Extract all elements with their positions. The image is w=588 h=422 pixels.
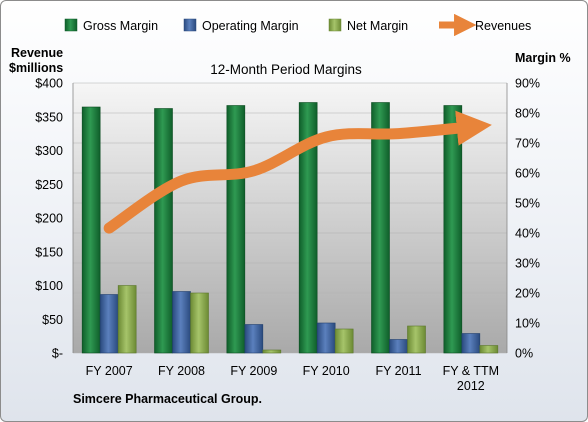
right-axis-title: Margin %: [515, 51, 571, 65]
legend-item-net-margin: Net Margin: [328, 18, 408, 33]
legend-label-revenues: Revenues: [475, 19, 531, 33]
bars: [81, 102, 499, 354]
left-tick-label: $300: [35, 144, 63, 158]
gross-margin-bar: [443, 105, 463, 354]
legend: Gross Margin Operating Margin Net Margin…: [64, 13, 531, 37]
legend-item-revenues: Revenues: [439, 13, 531, 37]
operating-margin-bar: [244, 324, 264, 354]
right-tick-label: 90%: [515, 77, 540, 91]
legend-swatch-net-margin: [328, 18, 342, 32]
operating-margin-bar: [172, 291, 191, 354]
right-tick-label: 10%: [515, 317, 540, 331]
x-tick-label: FY 2010: [303, 364, 350, 378]
left-tick-label: $250: [35, 178, 63, 192]
plot-area: [73, 83, 507, 353]
left-axis-title-line1: Revenue: [11, 46, 63, 60]
right-tick-label: 50%: [515, 197, 540, 211]
legend-label-operating-margin: Operating Margin: [202, 19, 299, 33]
net-margin-bar: [407, 325, 426, 354]
net-margin-bar: [262, 349, 282, 354]
left-tick-label: $400: [35, 77, 63, 91]
legend-item-operating-margin: Operating Margin: [183, 18, 299, 33]
left-tick-label: $100: [35, 279, 63, 293]
gross-margin-bar: [81, 106, 101, 354]
legend-swatch-operating-margin: [183, 18, 197, 32]
operating-margin-bar: [389, 339, 408, 354]
operating-margin-bar: [99, 294, 119, 354]
revenues-line: [103, 110, 492, 234]
operating-margin-bar: [461, 333, 481, 354]
left-tick-label: $-: [52, 347, 63, 361]
gross-margin-bar: [154, 108, 173, 354]
legend-label-net-margin: Net Margin: [347, 19, 408, 33]
revenues-line-path: [103, 110, 492, 234]
left-tick-label: $50: [42, 313, 63, 327]
gross-margin-bar: [226, 105, 246, 354]
legend-item-gross-margin: Gross Margin: [64, 18, 158, 33]
operating-margin-bar: [316, 322, 336, 354]
legend-swatch-gross-margin: [64, 18, 78, 32]
x-tick-label: FY 2011: [375, 364, 421, 378]
legend-label-gross-margin: Gross Margin: [83, 19, 158, 33]
right-tick-label: 80%: [515, 107, 540, 121]
x-tick-label: FY & TTM 2012: [443, 364, 500, 393]
left-tick-label: $350: [35, 110, 63, 124]
left-axis-title-line2: $millions: [9, 61, 63, 75]
gross-margin-bar: [298, 102, 318, 354]
x-tick-label: FY 2007: [86, 364, 133, 378]
left-tick-label: $200: [35, 212, 63, 226]
x-axis-ticks: FY 2007 FY 2008 FY 2009 FY 2010 FY 2011 FY & …: [86, 364, 499, 393]
right-tick-label: 40%: [515, 227, 540, 241]
gross-margin-bar: [371, 102, 390, 354]
right-tick-label: 0%: [515, 347, 533, 361]
net-margin-bar: [117, 285, 137, 354]
source-label: Simcere Pharmaceutical Group.: [73, 392, 262, 406]
net-margin-bar: [190, 292, 209, 354]
right-tick-label: 20%: [515, 287, 540, 301]
left-tick-label: $150: [35, 245, 63, 259]
x-tick-label: FY 2008: [158, 364, 205, 378]
right-tick-label: 30%: [515, 257, 540, 271]
net-margin-bar: [479, 345, 499, 354]
right-tick-label: 70%: [515, 137, 540, 151]
right-axis-ticks: 0% 10% 20% 30% 40% 50% 60% 70% 80% 90%: [515, 77, 540, 361]
chart-title: 12-Month Period Margins: [210, 62, 362, 77]
x-tick-label: FY 2009: [230, 364, 277, 378]
right-tick-label: 60%: [515, 167, 540, 181]
net-margin-bar: [334, 328, 354, 354]
left-axis-ticks: $- $50 $100 $150 $200 $250 $300 $350 $400: [35, 77, 63, 361]
